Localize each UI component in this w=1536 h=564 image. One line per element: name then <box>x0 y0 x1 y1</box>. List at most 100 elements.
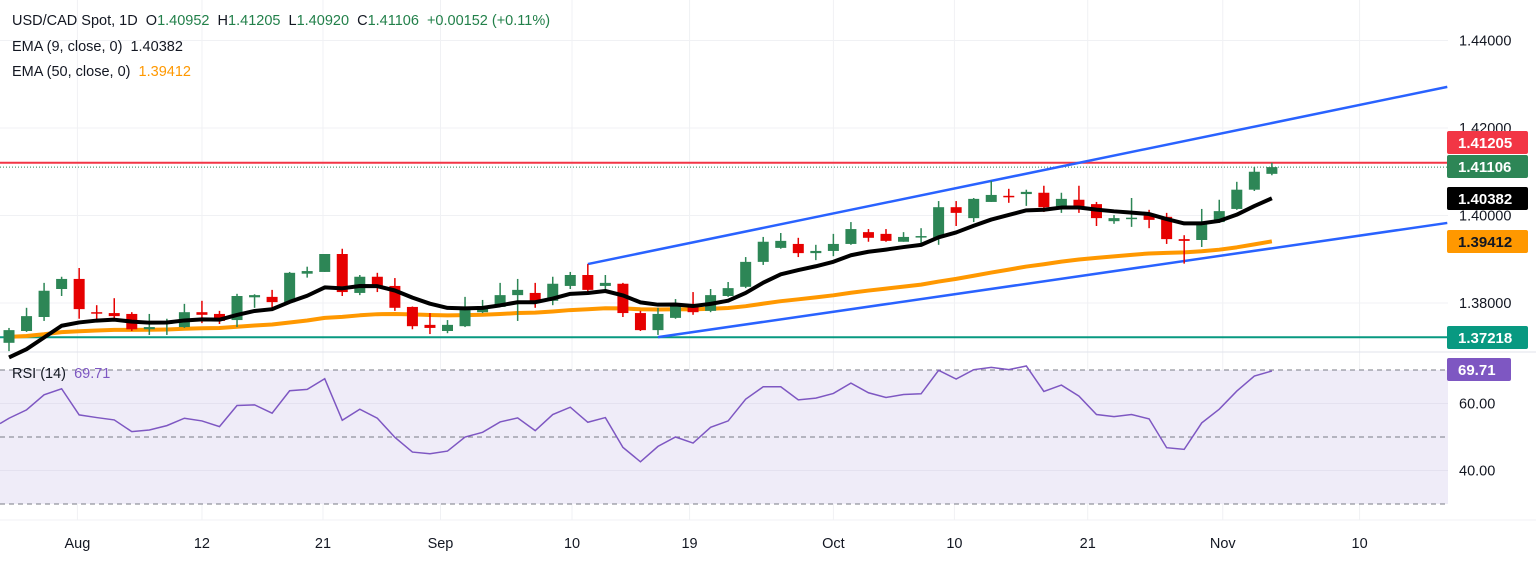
candle-body <box>827 243 839 251</box>
price-label-text: 1.40382 <box>1458 191 1512 208</box>
candle <box>406 306 418 330</box>
rsi-label: RSI (14) <box>12 366 66 382</box>
candle-body <box>424 324 436 328</box>
upper-channel-trendline[interactable] <box>587 85 1448 266</box>
candle <box>880 229 892 242</box>
candle-body <box>1003 195 1015 198</box>
rsi-pane <box>0 365 1448 505</box>
rsi-line <box>0 365 1273 463</box>
candle-body <box>1055 198 1067 209</box>
candle-body <box>1231 189 1243 209</box>
price-label-box <box>1447 358 1511 381</box>
candle-body <box>249 295 261 298</box>
candle <box>898 232 910 242</box>
candle <box>1196 208 1208 247</box>
date-tick-label: Sep <box>428 536 454 552</box>
price-label-box <box>1447 326 1528 349</box>
open-value: 1.40952 <box>157 13 210 29</box>
date-tick-label: Oct <box>822 536 845 552</box>
candle-body <box>371 276 383 287</box>
candle <box>512 278 524 321</box>
date-tick-label: 19 <box>681 536 697 552</box>
price-label-box <box>1447 187 1528 210</box>
candle <box>582 264 594 293</box>
candle-body <box>582 275 594 290</box>
candle <box>371 272 383 293</box>
candle <box>652 307 664 335</box>
ema50-line <box>8 239 1273 339</box>
candle-body <box>933 207 945 238</box>
candle-body <box>564 275 576 286</box>
candle-body <box>1143 213 1155 220</box>
candle-body <box>740 261 752 287</box>
candle-body <box>968 198 980 219</box>
date-tick-label: 10 <box>1352 536 1368 552</box>
candle-body <box>634 313 646 331</box>
candle <box>985 180 997 202</box>
candle <box>634 310 646 331</box>
candle-body <box>1248 171 1260 190</box>
high-label: H <box>217 13 229 29</box>
candle <box>1266 162 1278 176</box>
low-value: 1.40920 <box>296 13 350 29</box>
candle-body <box>845 229 857 244</box>
candle <box>442 320 453 334</box>
ema9-label: EMA (9, close, 0) <box>12 39 123 55</box>
candle <box>1108 215 1120 224</box>
candle <box>915 228 927 244</box>
candle-body <box>406 306 418 327</box>
candle <box>670 299 682 319</box>
ema9-legend[interactable]: EMA (9, close, 0) 1.40382 <box>12 39 183 55</box>
candle-body <box>599 282 611 286</box>
date-tick-label: 21 <box>1080 536 1096 552</box>
candle-body <box>1196 222 1208 240</box>
candle-body <box>389 285 401 308</box>
price-tick-label: 1.44000 <box>1459 34 1511 50</box>
price-pane <box>0 85 1448 360</box>
candle <box>845 222 857 245</box>
ema50-value: 1.39412 <box>138 64 191 80</box>
candle-body <box>775 240 787 248</box>
candle <box>108 298 120 319</box>
candle-body <box>1213 211 1225 223</box>
ema9-value: 1.40382 <box>130 39 183 55</box>
candle <box>284 271 296 303</box>
candle-body <box>547 283 559 301</box>
rsi-legend[interactable]: RSI (14) 69.71 <box>12 366 110 382</box>
candle-body <box>529 292 541 303</box>
candle-body <box>266 296 278 303</box>
ema50-legend[interactable]: EMA (50, close, 0) 1.39412 <box>12 64 191 80</box>
candle-body <box>1161 216 1173 240</box>
candle-body <box>1266 167 1278 174</box>
date-tick-label: Aug <box>64 536 90 552</box>
candle <box>1231 181 1243 210</box>
candle-body <box>301 271 313 274</box>
change-value: +0.00152 (+0.11%) <box>426 13 551 29</box>
candle <box>213 310 225 324</box>
close-value: 1.41106 <box>367 13 419 29</box>
candle <box>599 275 611 289</box>
candle-body <box>757 241 769 262</box>
candle <box>301 266 313 278</box>
price-label-box <box>1447 131 1528 154</box>
candle <box>389 278 401 311</box>
ema50-label: EMA (50, close, 0) <box>12 64 131 80</box>
candle-body <box>722 288 734 296</box>
candle-body <box>494 295 506 307</box>
candle <box>617 282 629 317</box>
rsi-value: 69.71 <box>74 366 111 382</box>
candle-body <box>73 278 85 310</box>
candle-body <box>1126 217 1138 220</box>
symbol-legend[interactable]: USD/CAD Spot, 1D O1.40952 H1.41205 L1.40… <box>12 13 550 29</box>
candle <box>810 244 822 261</box>
candle-body <box>985 194 997 202</box>
candle <box>757 236 769 265</box>
lower-channel-trendline[interactable] <box>657 221 1448 339</box>
candle-body <box>442 324 453 331</box>
candle-body <box>1020 191 1032 195</box>
candle-body <box>459 310 471 327</box>
candle <box>827 233 839 257</box>
candle-body <box>792 243 804 254</box>
candle <box>319 254 331 272</box>
